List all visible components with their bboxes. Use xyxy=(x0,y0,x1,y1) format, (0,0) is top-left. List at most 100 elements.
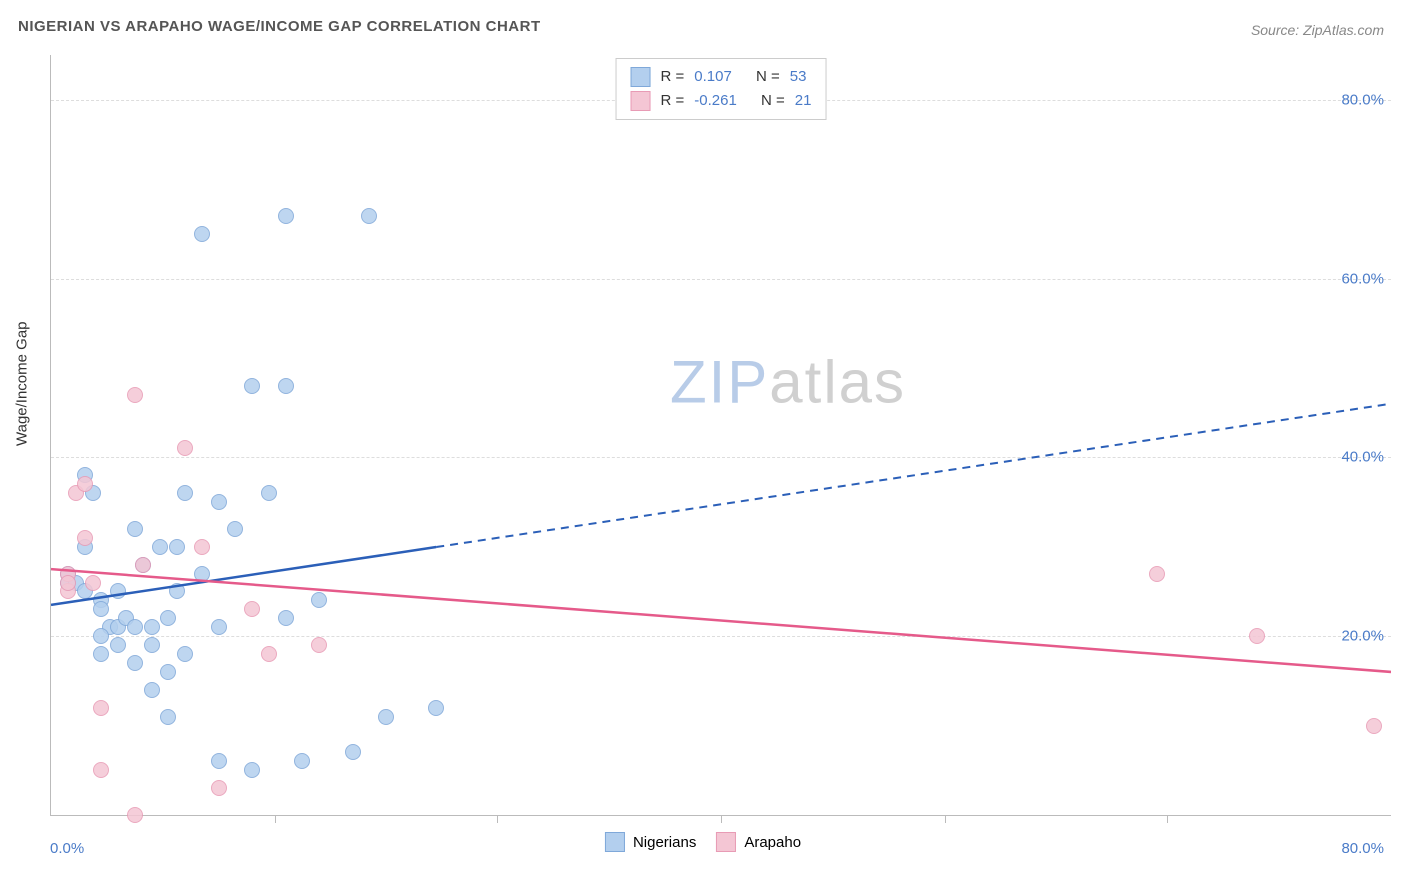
legend-item-nigerians: Nigerians xyxy=(605,832,696,852)
scatter-point-arapaho xyxy=(311,637,327,653)
scatter-point-nigerians xyxy=(211,753,227,769)
r-label-2: R = xyxy=(661,89,685,113)
scatter-point-nigerians xyxy=(278,610,294,626)
scatter-point-nigerians xyxy=(278,208,294,224)
scatter-point-nigerians xyxy=(127,521,143,537)
scatter-point-nigerians xyxy=(93,646,109,662)
trend-lines-svg xyxy=(51,55,1391,815)
scatter-point-arapaho xyxy=(1149,566,1165,582)
r-label-1: R = xyxy=(661,65,685,89)
legend-series: Nigerians Arapaho xyxy=(605,832,801,852)
legend-row-arapaho: R = -0.261 N = 21 xyxy=(631,89,812,113)
scatter-point-nigerians xyxy=(177,646,193,662)
scatter-point-arapaho xyxy=(194,539,210,555)
scatter-point-nigerians xyxy=(177,485,193,501)
gridline xyxy=(51,636,1391,637)
xtick-mark xyxy=(497,815,498,823)
scatter-point-arapaho xyxy=(1366,718,1382,734)
scatter-point-nigerians xyxy=(278,378,294,394)
scatter-point-nigerians xyxy=(194,226,210,242)
scatter-point-arapaho xyxy=(1249,628,1265,644)
xtick-max: 80.0% xyxy=(1341,840,1384,857)
scatter-point-arapaho xyxy=(211,780,227,796)
xtick-mark xyxy=(945,815,946,823)
scatter-point-nigerians xyxy=(152,539,168,555)
r-value-nigerians: 0.107 xyxy=(694,65,732,89)
legend-swatch-nigerians-b xyxy=(605,832,625,852)
source-attribution: Source: ZipAtlas.com xyxy=(1251,22,1384,38)
chart-container: NIGERIAN VS ARAPAHO WAGE/INCOME GAP CORR… xyxy=(0,0,1406,892)
trend-line-extrapolated-nigerians xyxy=(436,404,1391,547)
xtick-mark xyxy=(1167,815,1168,823)
scatter-point-nigerians xyxy=(261,485,277,501)
scatter-point-nigerians xyxy=(294,753,310,769)
n-value-nigerians: 53 xyxy=(790,65,807,89)
y-axis-label: Wage/Income Gap xyxy=(14,321,31,446)
n-label-2: N = xyxy=(761,89,785,113)
ytick-label: 80.0% xyxy=(1341,91,1384,108)
legend-correlation-stats: R = 0.107 N = 53 R = -0.261 N = 21 xyxy=(616,58,827,120)
legend-swatch-arapaho-b xyxy=(716,832,736,852)
scatter-point-nigerians xyxy=(160,664,176,680)
scatter-point-nigerians xyxy=(110,583,126,599)
scatter-point-arapaho xyxy=(177,440,193,456)
ytick-label: 20.0% xyxy=(1341,628,1384,645)
scatter-point-nigerians xyxy=(428,700,444,716)
legend-swatch-arapaho xyxy=(631,91,651,111)
scatter-point-nigerians xyxy=(194,566,210,582)
scatter-point-nigerians xyxy=(378,709,394,725)
scatter-point-arapaho xyxy=(60,575,76,591)
ytick-label: 40.0% xyxy=(1341,449,1384,466)
scatter-point-nigerians xyxy=(311,592,327,608)
scatter-point-nigerians xyxy=(127,655,143,671)
scatter-point-nigerians xyxy=(144,619,160,635)
scatter-point-nigerians xyxy=(244,378,260,394)
scatter-point-nigerians xyxy=(160,709,176,725)
gridline xyxy=(51,279,1391,280)
legend-label-arapaho: Arapaho xyxy=(744,834,801,851)
scatter-point-nigerians xyxy=(169,539,185,555)
scatter-point-nigerians xyxy=(211,494,227,510)
chart-title: NIGERIAN VS ARAPAHO WAGE/INCOME GAP CORR… xyxy=(18,18,541,35)
n-label-1: N = xyxy=(756,65,780,89)
scatter-point-nigerians xyxy=(93,601,109,617)
scatter-point-arapaho xyxy=(135,557,151,573)
legend-item-arapaho: Arapaho xyxy=(716,832,801,852)
scatter-point-nigerians xyxy=(144,682,160,698)
scatter-point-arapaho xyxy=(85,575,101,591)
scatter-point-nigerians xyxy=(211,619,227,635)
n-value-arapaho: 21 xyxy=(795,89,812,113)
scatter-point-arapaho xyxy=(261,646,277,662)
plot-area: ZIPatlas R = 0.107 N = 53 R = -0.261 N =… xyxy=(50,55,1391,816)
scatter-point-nigerians xyxy=(227,521,243,537)
scatter-point-nigerians xyxy=(93,628,109,644)
watermark-zip: ZIP xyxy=(670,348,769,415)
r-value-arapaho: -0.261 xyxy=(694,89,737,113)
ytick-label: 60.0% xyxy=(1341,270,1384,287)
scatter-point-nigerians xyxy=(169,583,185,599)
legend-row-nigerians: R = 0.107 N = 53 xyxy=(631,65,812,89)
xtick-mark xyxy=(721,815,722,823)
watermark-atlas: atlas xyxy=(769,348,906,415)
legend-label-nigerians: Nigerians xyxy=(633,834,696,851)
legend-swatch-nigerians xyxy=(631,67,651,87)
scatter-point-nigerians xyxy=(110,637,126,653)
scatter-point-arapaho xyxy=(93,762,109,778)
scatter-point-nigerians xyxy=(160,610,176,626)
scatter-point-arapaho xyxy=(244,601,260,617)
scatter-point-arapaho xyxy=(77,530,93,546)
scatter-point-nigerians xyxy=(244,762,260,778)
scatter-point-arapaho xyxy=(93,700,109,716)
gridline xyxy=(51,457,1391,458)
xtick-mark xyxy=(275,815,276,823)
scatter-point-arapaho xyxy=(127,387,143,403)
scatter-point-arapaho xyxy=(127,807,143,823)
trend-line-arapaho xyxy=(51,569,1391,672)
scatter-point-nigerians xyxy=(144,637,160,653)
xtick-min: 0.0% xyxy=(50,840,84,857)
watermark: ZIPatlas xyxy=(670,347,906,416)
scatter-point-arapaho xyxy=(77,476,93,492)
scatter-point-nigerians xyxy=(127,619,143,635)
scatter-point-nigerians xyxy=(345,744,361,760)
trend-line-nigerians xyxy=(51,547,436,605)
